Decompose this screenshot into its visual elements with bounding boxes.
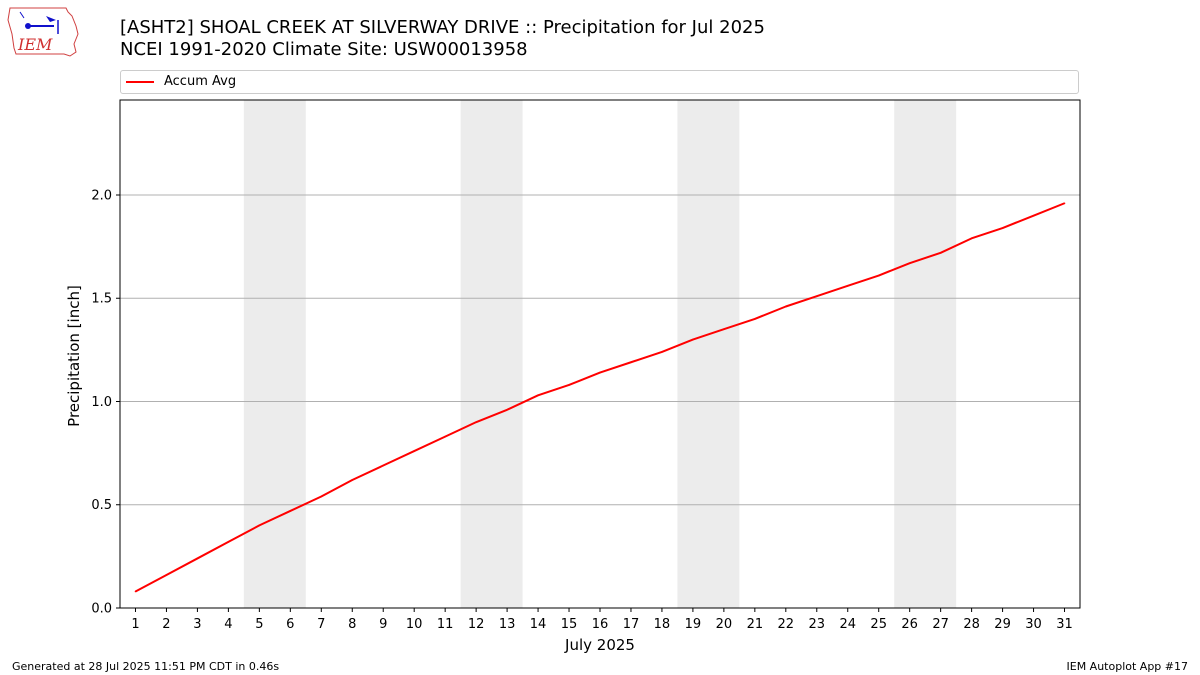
data-point	[630, 361, 632, 364]
data-point	[815, 295, 818, 297]
data-point	[227, 541, 230, 543]
chart-legend: Accum Avg	[120, 70, 1079, 94]
x-tick-label: 1	[131, 617, 139, 632]
data-point	[877, 274, 880, 277]
x-tick-label: 25	[870, 617, 887, 632]
data-point	[475, 421, 477, 423]
x-tick-label: 3	[193, 617, 201, 632]
chart-subtitle: NCEI 1991-2020 Climate Site: USW00013958	[120, 39, 528, 60]
x-tick-label: 11	[437, 617, 454, 632]
x-tick-label: 19	[685, 617, 702, 632]
data-point	[196, 557, 199, 560]
data-point	[723, 328, 725, 331]
legend-swatch	[126, 81, 154, 83]
x-tick-label: 28	[963, 617, 980, 632]
x-tick-label: 27	[932, 617, 949, 632]
data-point	[908, 262, 911, 264]
data-point	[754, 318, 756, 320]
x-tick-label: 18	[654, 617, 671, 632]
y-tick-label: 0.5	[91, 498, 112, 513]
footer-app-label: IEM Autoplot App #17	[1066, 660, 1189, 673]
data-point	[568, 384, 570, 386]
data-point	[320, 495, 323, 498]
x-tick-label: 16	[592, 617, 609, 632]
x-tick-label: 22	[778, 617, 795, 632]
y-axis-label: Precipitation [inch]	[65, 285, 83, 427]
data-point	[846, 285, 849, 287]
x-tick-label: 17	[623, 617, 640, 632]
chart-title: [ASHT2] SHOAL CREEK AT SILVERWAY DRIVE :…	[120, 17, 765, 38]
data-point	[134, 590, 137, 593]
data-point	[970, 237, 973, 240]
x-tick-label: 8	[348, 617, 356, 632]
data-point	[599, 371, 601, 374]
x-tick-label: 10	[406, 617, 423, 632]
x-tick-label: 13	[499, 617, 516, 632]
x-tick-label: 20	[716, 617, 733, 632]
logo-text: IEM	[17, 35, 53, 54]
data-point	[692, 338, 694, 341]
data-point	[382, 464, 385, 467]
footer-generated: Generated at 28 Jul 2025 11:51 PM CDT in…	[12, 660, 280, 673]
x-tick-label: 6	[286, 617, 294, 632]
data-point	[785, 305, 787, 308]
data-point	[413, 450, 415, 452]
data-point	[165, 574, 168, 576]
x-tick-label: 24	[839, 617, 856, 632]
weekend-shade	[894, 100, 957, 608]
x-tick-label: 5	[255, 617, 263, 632]
x-tick-label: 21	[747, 617, 764, 632]
x-tick-label: 31	[1056, 617, 1073, 632]
data-point	[258, 524, 261, 527]
data-point	[289, 510, 292, 512]
x-tick-label: 12	[468, 617, 485, 632]
data-point	[1032, 214, 1035, 217]
data-point	[506, 408, 508, 411]
y-tick-label: 1.5	[91, 292, 112, 307]
x-tick-label: 15	[561, 617, 578, 632]
x-tick-label: 2	[162, 617, 170, 632]
y-tick-label: 1.0	[91, 395, 112, 410]
iem-logo: IEM	[7, 7, 79, 57]
weekend-shade	[460, 100, 523, 608]
x-tick-label: 4	[224, 617, 232, 632]
x-tick-label: 26	[901, 617, 918, 632]
legend-label: Accum Avg	[164, 74, 237, 89]
data-point	[1063, 202, 1066, 205]
x-tick-label: 7	[317, 617, 325, 632]
data-point	[537, 394, 539, 397]
data-point	[1001, 227, 1004, 229]
x-tick-label: 14	[530, 617, 547, 632]
x-tick-label: 23	[809, 617, 826, 632]
y-tick-label: 2.0	[91, 188, 112, 203]
data-point	[939, 252, 942, 254]
data-point	[351, 479, 354, 481]
x-tick-label: 29	[994, 617, 1011, 632]
data-point	[661, 351, 663, 353]
data-point	[444, 435, 446, 438]
weekend-shade	[243, 100, 306, 608]
x-tick-label: 9	[379, 617, 387, 632]
x-axis-label: July 2025	[564, 636, 635, 654]
x-tick-label: 30	[1025, 617, 1042, 632]
weekend-shade	[677, 100, 740, 608]
y-tick-label: 0.0	[91, 602, 112, 617]
